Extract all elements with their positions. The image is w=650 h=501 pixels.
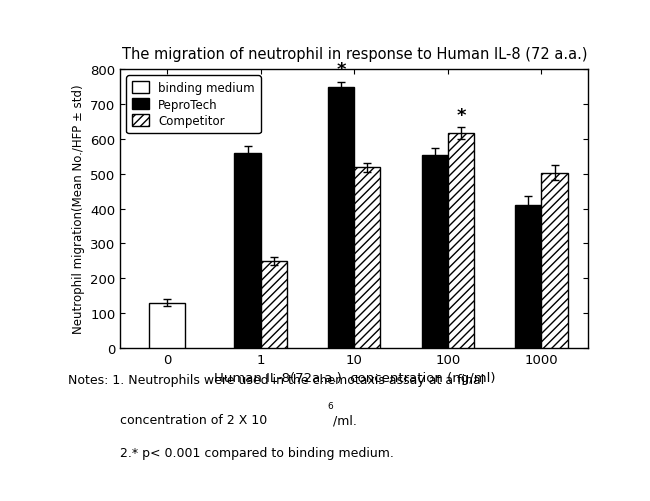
Bar <box>448 134 474 348</box>
Bar <box>261 262 287 348</box>
Text: 6: 6 <box>327 401 333 410</box>
Title: The migration of neutrophil in response to Human IL-8 (72 a.a.): The migration of neutrophil in response … <box>122 47 587 62</box>
Text: Notes: 1. Neutrophils were used in the chemotaxis assay at a final: Notes: 1. Neutrophils were used in the c… <box>68 373 484 386</box>
Bar <box>328 88 354 348</box>
Text: 2.* p< 0.001 compared to binding medium.: 2.* p< 0.001 compared to binding medium. <box>120 446 394 459</box>
Bar <box>515 206 541 348</box>
Text: *: * <box>337 61 346 79</box>
Bar <box>541 173 567 348</box>
Bar <box>354 168 380 348</box>
Text: /ml.: /ml. <box>333 413 358 426</box>
Bar <box>422 155 448 348</box>
Text: *: * <box>456 107 465 125</box>
Bar <box>149 303 185 348</box>
Y-axis label: Neutrophil migration(Mean No./HFP ± std): Neutrophil migration(Mean No./HFP ± std) <box>72 85 84 334</box>
Legend: binding medium, PeproTech, Competitor: binding medium, PeproTech, Competitor <box>126 76 261 134</box>
Bar <box>235 153 261 348</box>
X-axis label: Human IL-8(72a.a.)  concentration (ng/ml): Human IL-8(72a.a.) concentration (ng/ml) <box>213 372 495 385</box>
Text: concentration of 2 X 10: concentration of 2 X 10 <box>120 413 268 426</box>
